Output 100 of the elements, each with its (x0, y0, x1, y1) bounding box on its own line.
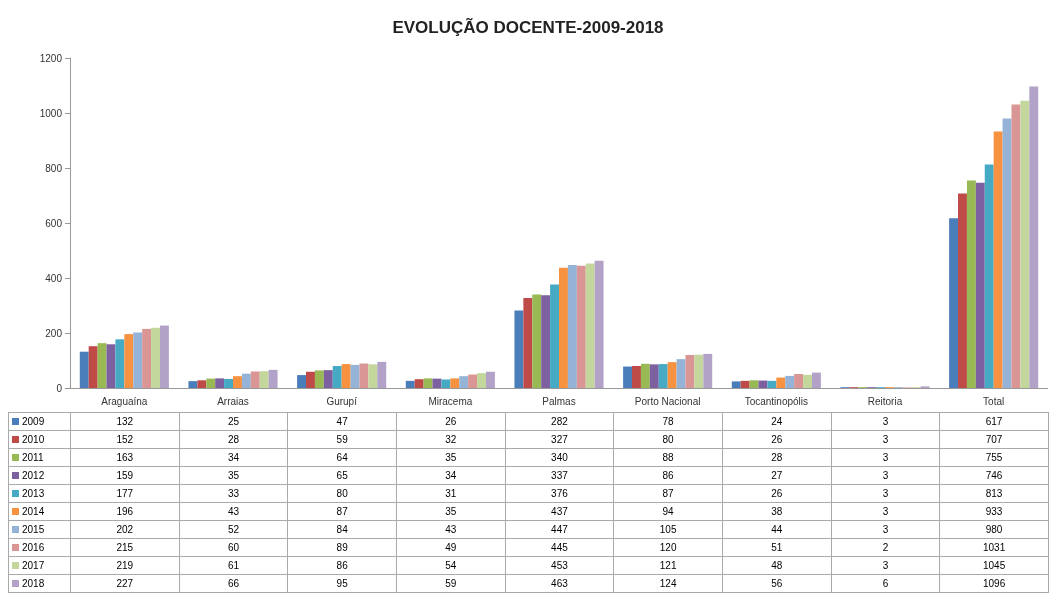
data-label: 31 (396, 484, 506, 503)
bar (559, 267, 568, 388)
bar (658, 364, 668, 388)
data-label: 152 (70, 430, 180, 449)
legend-label: 2017 (8, 556, 71, 575)
bar (341, 364, 351, 388)
data-label: 44 (722, 520, 832, 539)
bar (975, 182, 985, 388)
data-label: 3 (831, 502, 940, 521)
data-label: 376 (505, 484, 614, 503)
bar (423, 378, 433, 388)
data-label: 453 (505, 556, 614, 575)
data-label: 88 (613, 448, 723, 467)
data-label: 3 (831, 556, 940, 575)
data-label: 337 (505, 466, 614, 485)
data-label: 227 (70, 574, 180, 593)
bar (731, 381, 741, 388)
bar (703, 353, 713, 388)
bar (106, 344, 116, 388)
data-label: 32 (396, 430, 506, 449)
legend-label: 2012 (8, 466, 71, 485)
data-label: 43 (396, 520, 506, 539)
data-label: 163 (70, 448, 180, 467)
data-label: 52 (179, 520, 288, 539)
data-label: 56 (722, 574, 832, 593)
data-label: 746 (939, 466, 1049, 485)
bar (585, 263, 595, 388)
data-label: 105 (613, 520, 723, 539)
bar (151, 327, 160, 388)
data-label: 755 (939, 448, 1049, 467)
y-tick-label: 1000 (39, 107, 63, 119)
y-tick-label: 800 (45, 162, 63, 174)
data-label: 35 (179, 466, 288, 485)
data-label: 26 (396, 412, 506, 431)
bar (984, 164, 994, 388)
bar (550, 284, 559, 388)
bar (667, 362, 677, 388)
data-label: 51 (722, 538, 832, 557)
bar (88, 346, 98, 388)
data-label: 159 (70, 466, 180, 485)
legend-label: 2018 (8, 574, 71, 593)
x-tick-label: Porto Nacional (634, 395, 701, 407)
y-tick-label: 600 (45, 217, 63, 229)
bar (803, 374, 812, 388)
bar (133, 332, 143, 388)
data-label: 25 (179, 412, 288, 431)
data-label: 215 (70, 538, 180, 557)
bar (767, 380, 777, 388)
x-tick-label: Araguaína (101, 395, 148, 407)
bar (676, 359, 686, 388)
data-label: 38 (722, 502, 832, 521)
x-tick-label: Palmas (542, 395, 576, 407)
bar (414, 379, 424, 388)
bar (949, 218, 959, 388)
bar (297, 375, 307, 388)
bar (1020, 100, 1030, 388)
y-tick-label: 0 (56, 382, 63, 394)
data-label: 3 (831, 430, 940, 449)
data-label: 84 (287, 520, 397, 539)
data-label: 34 (396, 466, 506, 485)
data-label: 2 (831, 538, 940, 557)
bar (250, 371, 260, 388)
data-label: 65 (287, 466, 397, 485)
bar (224, 378, 233, 388)
bar (377, 361, 387, 388)
data-label: 3 (831, 412, 940, 431)
bar (159, 325, 169, 388)
bar (259, 371, 269, 388)
data-label: 340 (505, 448, 614, 467)
bar (532, 294, 542, 388)
data-label: 86 (287, 556, 397, 575)
data-label: 66 (179, 574, 288, 593)
data-label: 219 (70, 556, 180, 575)
bar (694, 354, 704, 388)
legend-label: 2011 (8, 448, 71, 467)
bar (323, 370, 333, 388)
bar (450, 378, 460, 388)
data-label: 282 (505, 412, 614, 431)
bar (79, 351, 89, 388)
data-label: 94 (613, 502, 723, 521)
data-label: 86 (613, 466, 723, 485)
bar (468, 374, 478, 388)
data-label: 78 (613, 412, 723, 431)
data-label: 124 (613, 574, 723, 593)
data-label: 3 (831, 484, 940, 503)
data-label: 3 (831, 520, 940, 539)
bar (359, 363, 369, 388)
legend-label: 2010 (8, 430, 71, 449)
bar (514, 310, 524, 388)
bar (405, 380, 415, 388)
data-label: 24 (722, 412, 832, 431)
data-label: 1031 (939, 538, 1049, 557)
data-label: 60 (179, 538, 288, 557)
data-label: 61 (179, 556, 288, 575)
bar (623, 366, 633, 388)
bar (188, 381, 198, 388)
legend-label: 2015 (8, 520, 71, 539)
data-label: 35 (396, 502, 506, 521)
bar (197, 380, 207, 388)
x-tick-label: Tocantinopólis (744, 395, 809, 407)
